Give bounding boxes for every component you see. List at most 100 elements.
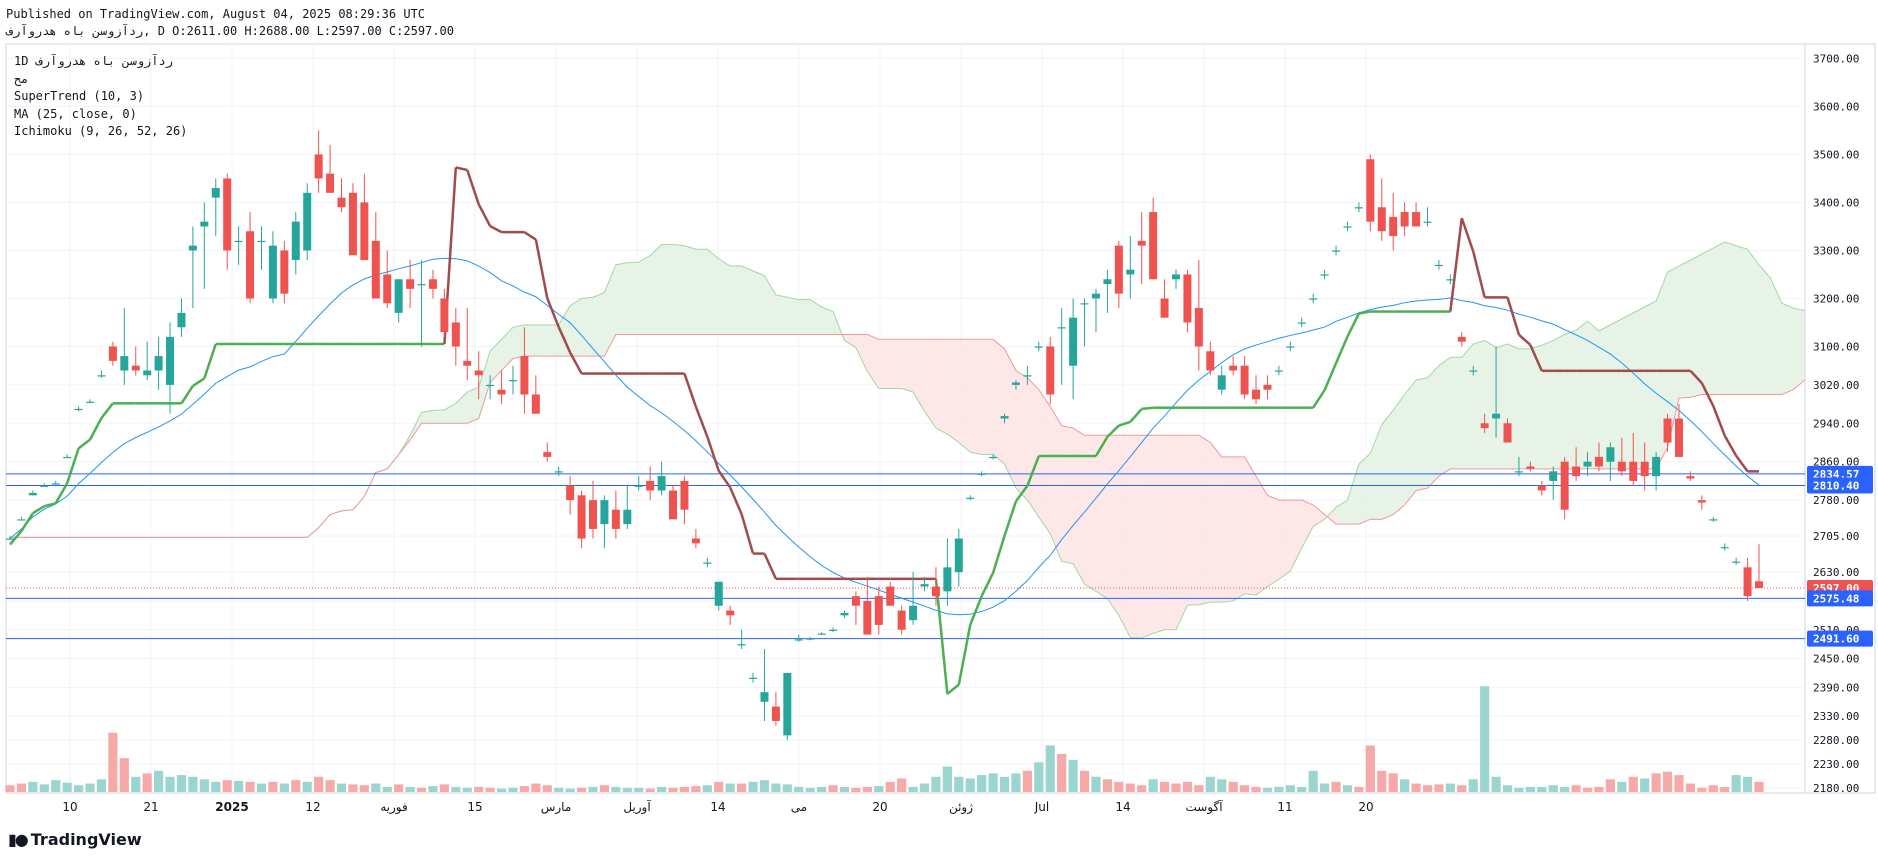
candle-body[interactable]: [909, 605, 918, 621]
candle-body[interactable]: [291, 221, 300, 261]
candle-body[interactable]: [1057, 327, 1066, 329]
candle-body[interactable]: [428, 279, 437, 289]
candle-body[interactable]: [1537, 485, 1546, 491]
candle-body[interactable]: [829, 629, 838, 631]
candle-body[interactable]: [783, 672, 792, 736]
candle-body[interactable]: [1606, 447, 1615, 462]
candle-body[interactable]: [771, 706, 780, 721]
candle-body[interactable]: [1423, 221, 1432, 223]
candle-body[interactable]: [451, 322, 460, 347]
candle-body[interactable]: [1743, 567, 1752, 597]
candle-body[interactable]: [1480, 423, 1489, 429]
candle-body[interactable]: [86, 401, 95, 403]
candle-body[interactable]: [360, 202, 369, 261]
candle-body[interactable]: [1389, 216, 1398, 237]
candle-body[interactable]: [200, 221, 209, 227]
candle-body[interactable]: [1343, 226, 1352, 228]
candle-body[interactable]: [246, 231, 255, 299]
candle-body[interactable]: [143, 370, 152, 376]
candle-body[interactable]: [1034, 346, 1043, 348]
candle-body[interactable]: [1183, 274, 1192, 323]
candle-body[interactable]: [1640, 461, 1649, 477]
candle-body[interactable]: [600, 500, 609, 525]
candle-body[interactable]: [954, 538, 963, 573]
candle-body[interactable]: [211, 188, 220, 198]
candle-body[interactable]: [1663, 418, 1672, 443]
candle-body[interactable]: [40, 485, 49, 487]
candle-body[interactable]: [394, 279, 403, 313]
candle-body[interactable]: [1754, 581, 1764, 588]
candle-body[interactable]: [1720, 547, 1729, 549]
candle-body[interactable]: [886, 586, 895, 606]
candle-body[interactable]: [1206, 351, 1215, 371]
candle-body[interactable]: [531, 394, 540, 414]
candle-body[interactable]: [1629, 461, 1638, 481]
candle-body[interactable]: [1434, 264, 1443, 267]
candle-body[interactable]: [703, 562, 712, 564]
candle-body[interactable]: [508, 380, 517, 382]
candle-body[interactable]: [1309, 298, 1318, 300]
candle-body[interactable]: [1320, 274, 1329, 276]
candle-body[interactable]: [383, 274, 392, 304]
candle-body[interactable]: [1697, 500, 1706, 503]
candle-body[interactable]: [63, 456, 72, 459]
candle-body[interactable]: [1652, 456, 1661, 477]
candle-body[interactable]: [920, 584, 929, 587]
candle-body[interactable]: [1046, 346, 1055, 395]
candle-body[interactable]: [280, 250, 289, 294]
candle-body[interactable]: [371, 240, 380, 299]
candle-body[interactable]: [520, 356, 529, 395]
candle-body[interactable]: [806, 638, 815, 640]
candle-body[interactable]: [337, 197, 346, 208]
candle-body[interactable]: [543, 452, 552, 457]
candle-body[interactable]: [1686, 476, 1695, 479]
candle-body[interactable]: [851, 596, 860, 606]
candle-body[interactable]: [1240, 365, 1249, 395]
candle-body[interactable]: [1023, 375, 1032, 377]
legend-ichimoku[interactable]: Ichimoku (9, 26, 52, 26): [14, 124, 188, 138]
candle-body[interactable]: [863, 600, 872, 635]
candle-body[interactable]: [817, 633, 826, 635]
candle-body[interactable]: [1069, 317, 1078, 366]
candle-body[interactable]: [497, 389, 506, 395]
tradingview-brand[interactable]: ▮● TradingView: [8, 830, 142, 849]
candle-body[interactable]: [931, 586, 940, 597]
candle-body[interactable]: [977, 473, 986, 475]
candle-body[interactable]: [1674, 418, 1683, 457]
candle-body[interactable]: [1446, 279, 1455, 281]
candle-body[interactable]: [51, 483, 60, 485]
candle-body[interactable]: [1412, 212, 1421, 227]
candle-body[interactable]: [1091, 293, 1100, 299]
candle-body[interactable]: [749, 677, 758, 679]
candle-body[interactable]: [314, 154, 323, 179]
candle-body[interactable]: [257, 240, 266, 243]
candle-body[interactable]: [794, 639, 803, 641]
candle-body[interactable]: [897, 610, 906, 630]
candle-body[interactable]: [234, 240, 243, 243]
candle-body[interactable]: [1469, 370, 1478, 372]
candle-body[interactable]: [463, 360, 472, 366]
candle-body[interactable]: [1114, 245, 1123, 294]
candle-body[interactable]: [1217, 375, 1226, 390]
candle-body[interactable]: [1503, 423, 1512, 443]
candle-body[interactable]: [611, 509, 620, 529]
candle-body[interactable]: [1457, 336, 1466, 342]
candle-body[interactable]: [691, 538, 700, 544]
candle-body[interactable]: [1194, 308, 1203, 347]
candle-body[interactable]: [1514, 471, 1523, 473]
candle-body[interactable]: [1286, 346, 1295, 348]
candle-body[interactable]: [97, 375, 106, 377]
candle-body[interactable]: [726, 610, 735, 616]
legend-supertrend[interactable]: SuperTrend (10, 3): [14, 89, 145, 103]
candle-body[interactable]: [1594, 456, 1603, 467]
candle-body[interactable]: [1080, 303, 1089, 305]
candle-body[interactable]: [874, 596, 883, 625]
candle-body[interactable]: [1011, 382, 1020, 385]
candle-body[interactable]: [406, 279, 415, 289]
candle-body[interactable]: [17, 519, 26, 521]
candle-body[interactable]: [1560, 461, 1569, 510]
candle-body[interactable]: [474, 370, 483, 376]
candle-body[interactable]: [1160, 298, 1169, 318]
candle-body[interactable]: [303, 192, 312, 251]
